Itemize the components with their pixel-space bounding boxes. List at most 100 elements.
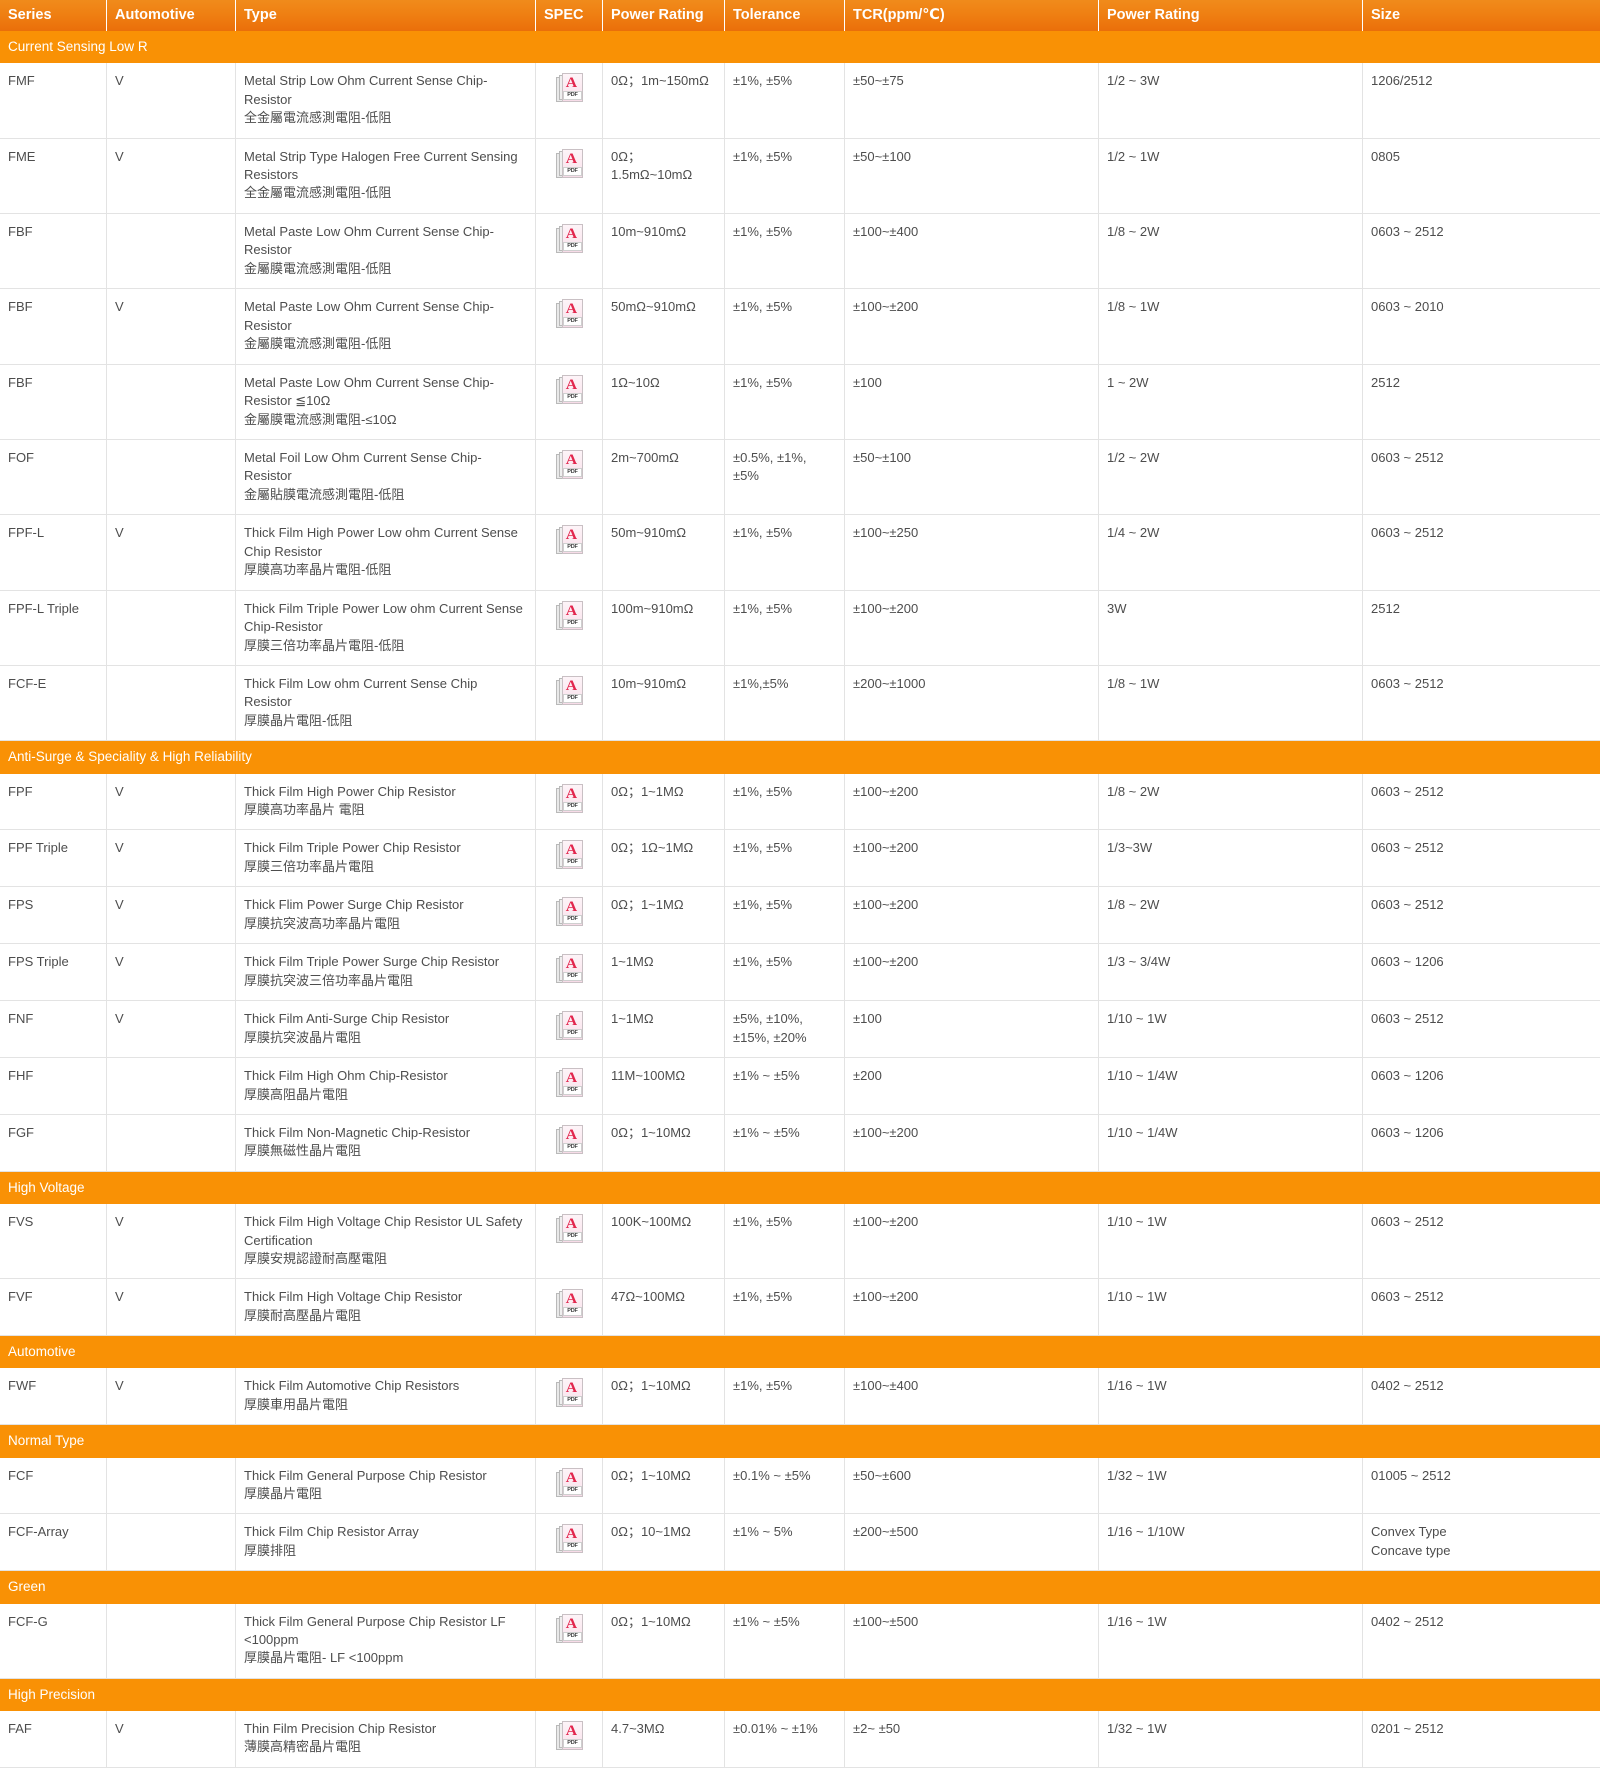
type-name-cn: 金屬貼膜電流感測電阻-低阻 bbox=[244, 486, 527, 504]
pdf-icon-acrobat-glyph: А bbox=[565, 227, 579, 242]
pdf-icon-acrobat-glyph: А bbox=[565, 900, 579, 915]
pdf-icon-label: PDF bbox=[563, 1029, 582, 1038]
cell-type: Thick Film General Purpose Chip Resistor… bbox=[236, 1604, 536, 1679]
cell-tcr: ±100~±200 bbox=[845, 944, 1099, 1001]
pdf-icon-label: PDF bbox=[563, 1632, 582, 1641]
cell-automotive bbox=[107, 1458, 236, 1514]
group-header-row: High Voltage bbox=[0, 1171, 1600, 1204]
pdf-icon-label: PDF bbox=[563, 1232, 582, 1241]
pdf-icon-label: PDF bbox=[563, 1143, 582, 1152]
cell-size: 0603 ~ 1206 bbox=[1363, 1114, 1600, 1171]
group-header-row: Green bbox=[0, 1571, 1600, 1604]
cell-series: FME bbox=[0, 138, 107, 213]
type-name-en: Thick Film General Purpose Chip Resistor bbox=[244, 1467, 527, 1485]
pdf-icon-label: PDF bbox=[563, 694, 582, 703]
cell-power-rating-2: 1/16 ~ 1/10W bbox=[1099, 1514, 1363, 1571]
cell-automotive: V bbox=[107, 830, 236, 887]
cell-tcr: ±50~±600 bbox=[845, 1458, 1099, 1514]
cell-series: FMF bbox=[0, 63, 107, 138]
type-name-en: Metal Foil Low Ohm Current Sense Chip-Re… bbox=[244, 449, 527, 486]
cell-tolerance: ±1%, ±5% bbox=[725, 830, 845, 887]
type-name-en: Thick Film High Voltage Chip Resistor UL… bbox=[244, 1213, 527, 1250]
cell-tcr: ±50~±100 bbox=[845, 439, 1099, 514]
cell-power-rating-1: 4.7~3MΩ bbox=[603, 1711, 725, 1767]
pdf-icon-acrobat-glyph: А bbox=[565, 843, 579, 858]
cell-power-rating-2: 1/10 ~ 1/4W bbox=[1099, 1114, 1363, 1171]
cell-power-rating-1: 10m~910mΩ bbox=[603, 213, 725, 288]
cell-type: Thick Film Triple Power Surge Chip Resis… bbox=[236, 944, 536, 1001]
cell-power-rating-2: 1/2 ~ 3W bbox=[1099, 63, 1363, 138]
cell-tolerance: ±1%, ±5% bbox=[725, 138, 845, 213]
cell-power-rating-2: 1/16 ~ 1W bbox=[1099, 1604, 1363, 1679]
type-name-en: Thin Film Precision Chip Resistor bbox=[244, 1720, 527, 1738]
cell-line: Concave type bbox=[1371, 1542, 1600, 1560]
type-name-cn: 厚膜高阻晶片電阻 bbox=[244, 1086, 527, 1104]
cell-tcr: ±100~±200 bbox=[845, 774, 1099, 830]
cell-tolerance: ±1%, ±5% bbox=[725, 63, 845, 138]
cell-power-rating-2: 1/10 ~ 1W bbox=[1099, 1001, 1363, 1058]
type-name-cn: 全金屬電流感測電阻-低阻 bbox=[244, 109, 527, 127]
group-header-label: Anti-Surge & Speciality & High Reliabili… bbox=[0, 741, 1600, 774]
cell-tolerance: ±1%, ±5% bbox=[725, 1279, 845, 1336]
cell-tolerance: ±5%, ±10%, ±15%, ±20% bbox=[725, 1001, 845, 1058]
table-header-row: Series Automotive Type SPEC Power Rating… bbox=[0, 0, 1600, 31]
cell-tolerance: ±1% ~ ±5% bbox=[725, 1058, 845, 1115]
cell-power-rating-2: 1/3 ~ 3/4W bbox=[1099, 944, 1363, 1001]
type-name-en: Thick Film Non-Magnetic Chip-Resistor bbox=[244, 1124, 527, 1142]
